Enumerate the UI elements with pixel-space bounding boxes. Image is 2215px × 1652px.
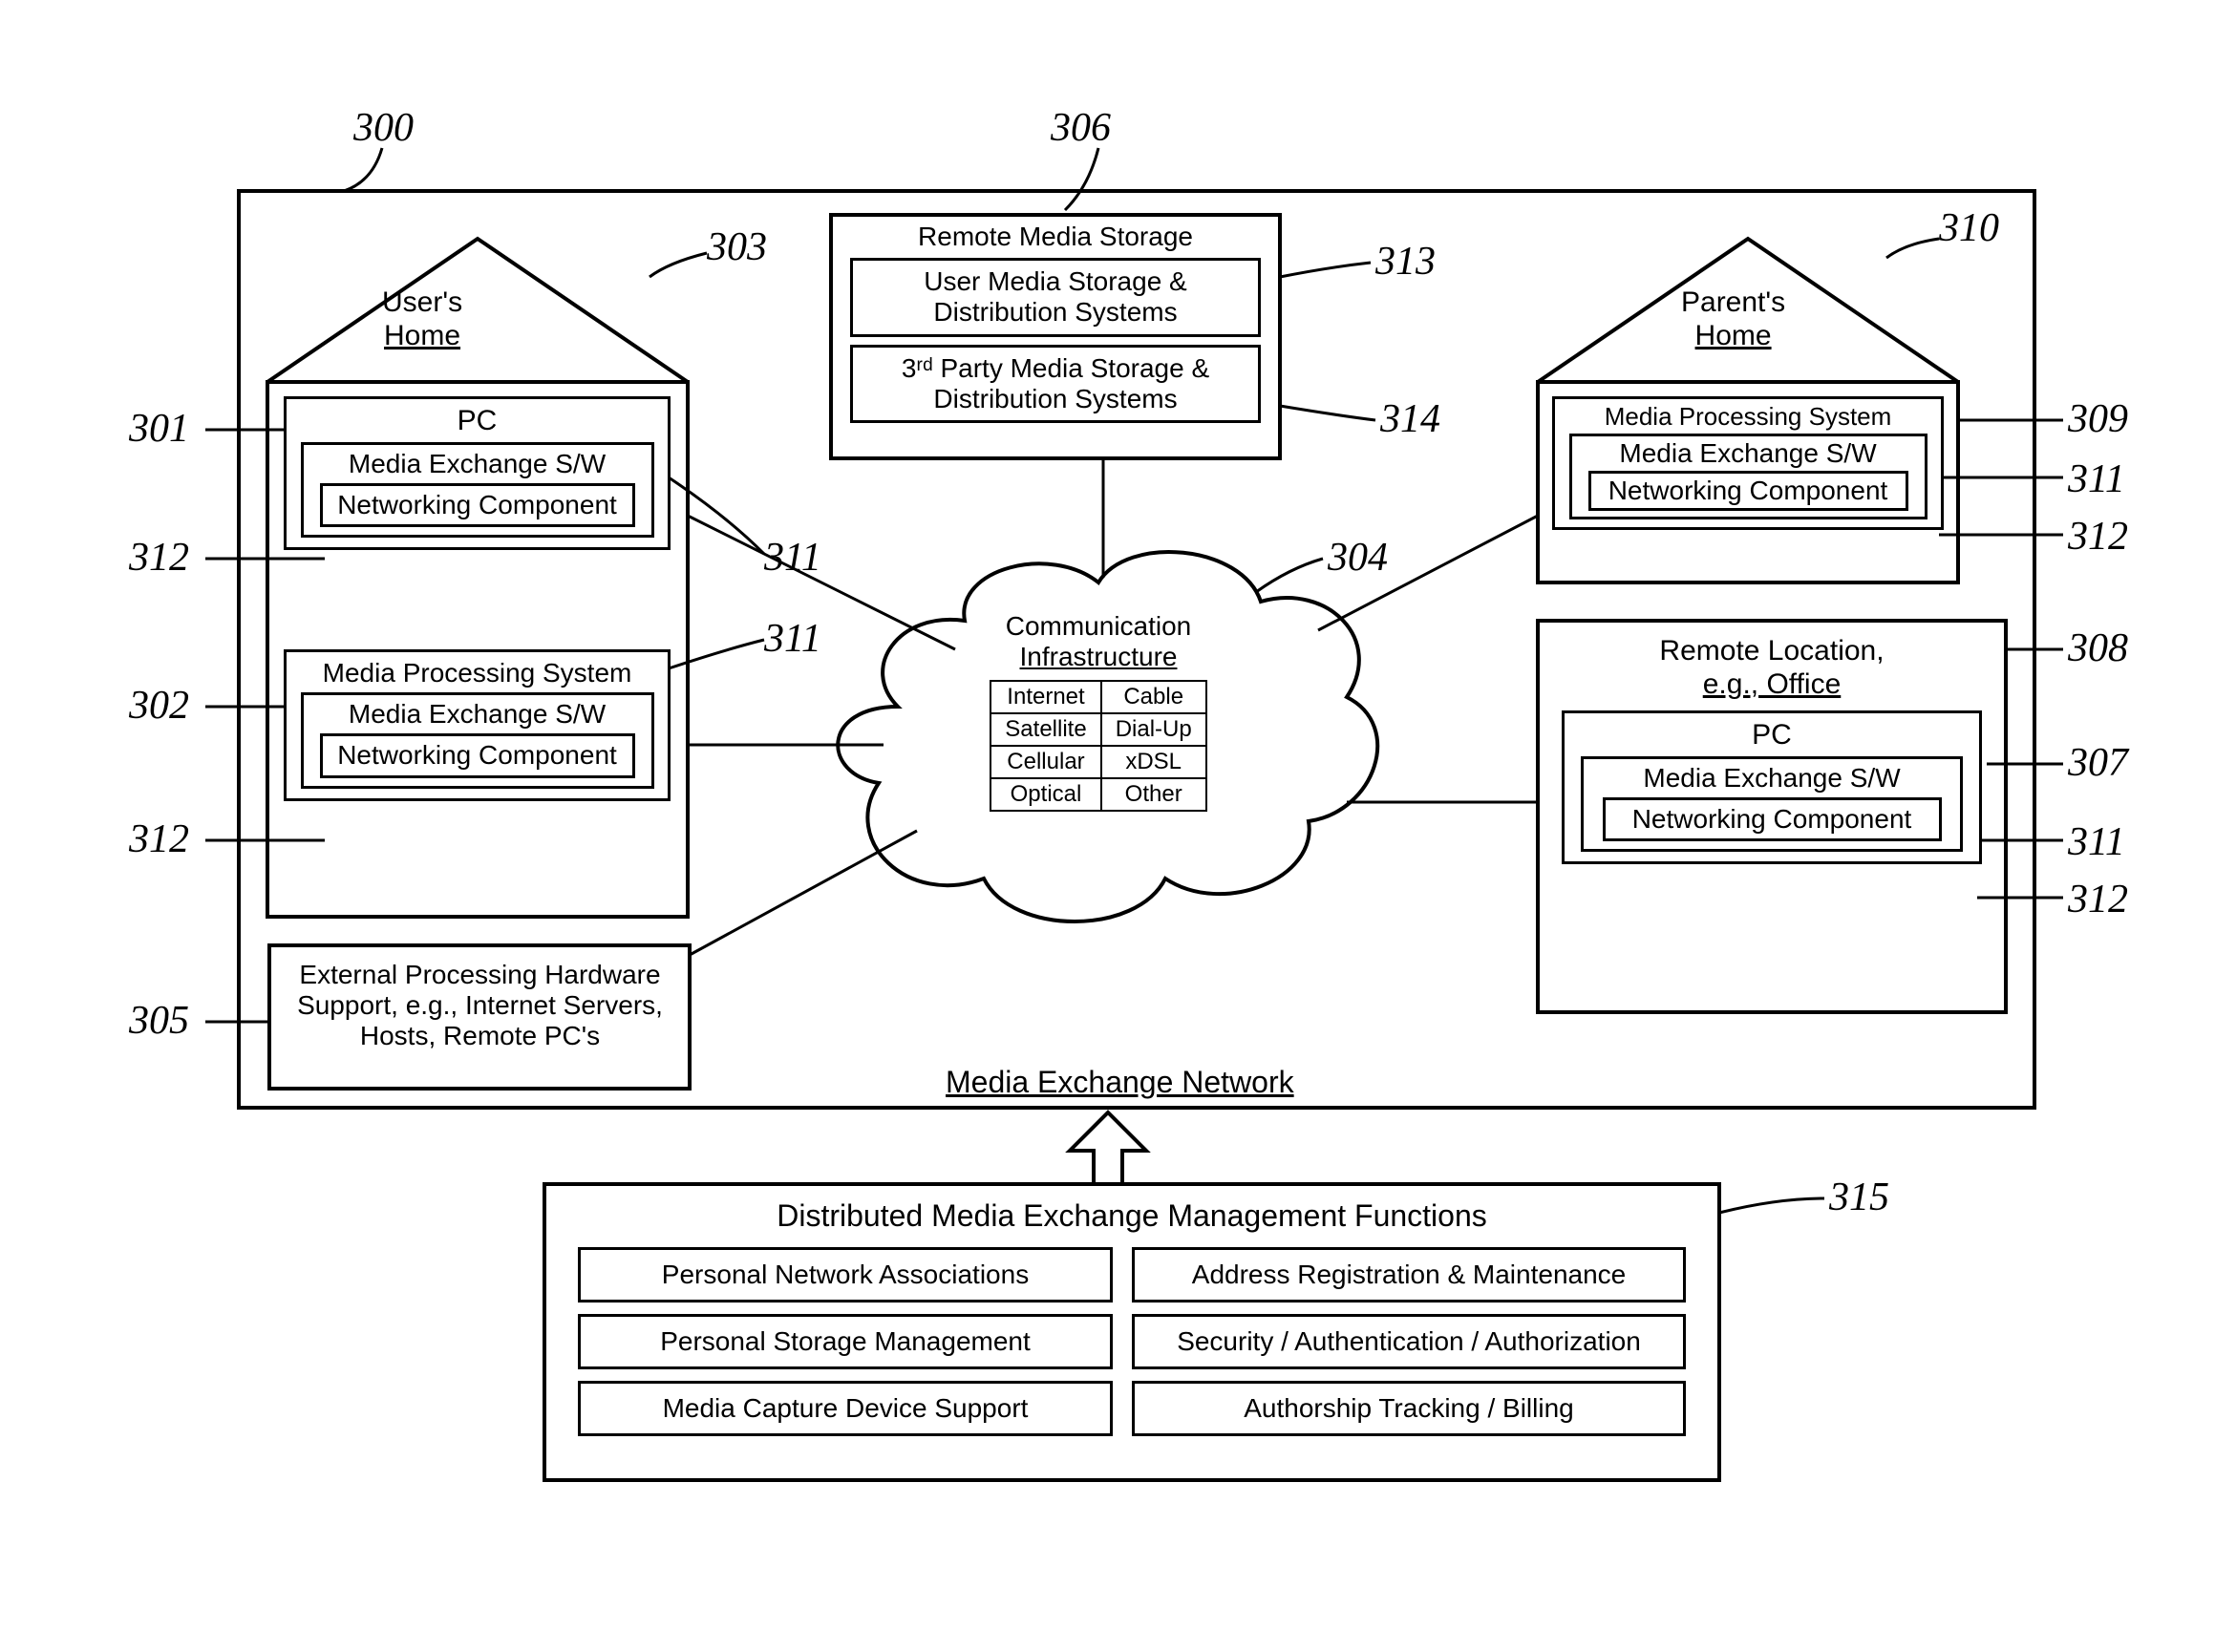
mgmt-right-1-text: Security / Authentication / Authorizatio… <box>1177 1326 1641 1357</box>
remote-loc-pc: PC Media Exchange S/W Networking Compone… <box>1562 710 1982 864</box>
parents-home-mps-sw: Media Exchange S/W <box>1619 438 1876 469</box>
ref-300: 300 <box>353 105 414 151</box>
mgmt-left-2-text: Media Capture Device Support <box>663 1393 1029 1424</box>
remote-loc-title-1: Remote Location, <box>1552 635 1991 668</box>
comm-cell: Dial-Up <box>1101 713 1206 746</box>
users-home-mps-sw-box: Media Exchange S/W Networking Component <box>301 692 654 788</box>
parents-home-mps-net: Networking Component <box>1608 476 1888 506</box>
ref-311a: 311 <box>764 535 821 581</box>
users-home-mps-net: Networking Component <box>337 740 617 771</box>
users-home-pc-sw-box: Media Exchange S/W Networking Component <box>301 442 654 538</box>
parents-home-mps-sw-box: Media Exchange S/W Networking Component <box>1569 434 1927 519</box>
remote-location: Remote Location, e.g., Office PC Media E… <box>1552 635 1991 864</box>
mgmt-right-2-text: Authorship Tracking / Billing <box>1244 1393 1574 1424</box>
comm-infra: Communication Infrastructure InternetCab… <box>965 611 1232 812</box>
comm-cell: Cellular <box>990 746 1100 778</box>
users-home-mps-net-box: Networking Component <box>320 733 635 777</box>
comm-title-2: Infrastructure <box>965 642 1232 672</box>
comm-cell: Cable <box>1101 681 1206 713</box>
remote-storage: Remote Media Storage User Media Storage … <box>841 222 1270 423</box>
mgmt-left-1: Personal Storage Management <box>578 1314 1113 1369</box>
comm-cell: Other <box>1101 778 1206 811</box>
mgmt-left-0-text: Personal Network Associations <box>662 1260 1029 1290</box>
diagram-canvas: Media Exchange Network User's Home PC Me… <box>38 38 2215 1614</box>
ref-314: 314 <box>1380 396 1440 442</box>
parents-home-title: Parent's Home <box>1681 286 1785 352</box>
mgmt-right-2: Authorship Tracking / Billing <box>1132 1381 1686 1436</box>
parents-home-title-1: Parent's <box>1681 286 1785 320</box>
ref-313: 313 <box>1375 239 1436 285</box>
ref-303: 303 <box>707 224 767 270</box>
remote-loc-pc-sw: Media Exchange S/W <box>1643 763 1900 794</box>
users-home-pc-sw: Media Exchange S/W <box>349 449 606 479</box>
users-home-mps-title: Media Processing System <box>323 658 632 688</box>
comm-cell: Internet <box>990 681 1100 713</box>
mgmt-right-0-text: Address Registration & Maintenance <box>1192 1260 1626 1290</box>
remote-storage-title: Remote Media Storage <box>841 222 1270 252</box>
remote-loc-pc-net-box: Networking Component <box>1603 797 1942 841</box>
ref-301: 301 <box>129 406 189 452</box>
ref-312d: 312 <box>2068 877 2128 922</box>
mgmt-right-0: Address Registration & Maintenance <box>1132 1247 1686 1303</box>
comm-cell: Satellite <box>990 713 1100 746</box>
ref-311b: 311 <box>764 616 821 662</box>
ref-305: 305 <box>129 998 189 1044</box>
remote-loc-pc-title: PC <box>1752 719 1792 752</box>
mgmt-left-0: Personal Network Associations <box>578 1247 1113 1303</box>
ref-310: 310 <box>1939 205 1999 251</box>
ref-306: 306 <box>1051 105 1111 151</box>
mgmt-title: Distributed Media Exchange Management Fu… <box>559 1198 1705 1234</box>
remote-loc-pc-net: Networking Component <box>1632 804 1912 835</box>
comm-cell: Optical <box>990 778 1100 811</box>
remote-loc-pc-sw-box: Media Exchange S/W Networking Component <box>1581 756 1963 852</box>
ref-312b: 312 <box>129 816 189 862</box>
comm-cell: xDSL <box>1101 746 1206 778</box>
users-home-title: User's Home <box>382 286 462 352</box>
mgmt-left-1-text: Personal Storage Management <box>660 1326 1031 1357</box>
ref-311c: 311 <box>2068 456 2125 502</box>
mgmt-right-1: Security / Authentication / Authorizatio… <box>1132 1314 1686 1369</box>
ref-311d: 311 <box>2068 819 2125 865</box>
comm-title-1: Communication <box>965 611 1232 642</box>
ref-308: 308 <box>2068 625 2128 671</box>
ref-315: 315 <box>1829 1175 1889 1220</box>
parents-home-mps: Media Processing System Media Exchange S… <box>1552 396 1944 530</box>
ref-309: 309 <box>2068 396 2128 442</box>
mgmt-functions: Distributed Media Exchange Management Fu… <box>559 1198 1705 1436</box>
ref-312c: 312 <box>2068 514 2128 560</box>
ref-302: 302 <box>129 683 189 729</box>
remote-storage-3p: 3ʳᵈ Party Media Storage & Distribution S… <box>850 345 1261 423</box>
parents-home-title-2: Home <box>1681 320 1785 353</box>
comm-table: InternetCable SatelliteDial-Up Cellularx… <box>990 680 1206 812</box>
remote-storage-user-ms-text: User Media Storage & Distribution System… <box>859 266 1252 328</box>
users-home-pc-net: Networking Component <box>337 490 617 520</box>
ref-312a: 312 <box>129 535 189 581</box>
parents-home-mps-title: Media Processing System <box>1605 403 1892 432</box>
users-home-pc-net-box: Networking Component <box>320 483 635 527</box>
parents-home-mps-net-box: Networking Component <box>1588 471 1908 511</box>
users-home-title-1: User's <box>382 286 462 320</box>
ext-hw-text: External Processing Hardware Support, e.… <box>282 960 678 1052</box>
users-home-title-2: Home <box>382 320 462 353</box>
users-home-mps-sw: Media Exchange S/W <box>349 699 606 730</box>
ref-307: 307 <box>2068 740 2128 786</box>
users-home-pc: PC Media Exchange S/W Networking Compone… <box>284 396 671 550</box>
ref-304: 304 <box>1328 535 1388 581</box>
users-home-mps: Media Processing System Media Exchange S… <box>284 649 671 801</box>
remote-storage-user-ms: User Media Storage & Distribution System… <box>850 258 1261 336</box>
mgmt-left-2: Media Capture Device Support <box>578 1381 1113 1436</box>
users-home-pc-title: PC <box>458 405 498 438</box>
network-title: Media Exchange Network <box>946 1065 1294 1100</box>
remote-storage-3p-text: 3ʳᵈ Party Media Storage & Distribution S… <box>859 353 1252 414</box>
remote-loc-title-2: e.g., Office <box>1552 668 1991 702</box>
